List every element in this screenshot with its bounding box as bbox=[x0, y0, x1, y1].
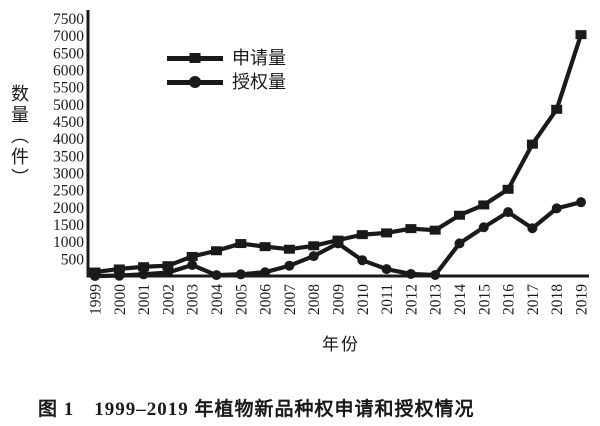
grants-data-point bbox=[187, 260, 198, 271]
x-tick-label: 2011 bbox=[379, 284, 396, 314]
y-tick-label: 3500 bbox=[53, 148, 84, 165]
grants-data-point bbox=[235, 269, 246, 280]
applications-data-point bbox=[113, 264, 125, 274]
grants-data-point bbox=[454, 238, 465, 249]
x-tick-label: 2018 bbox=[549, 284, 566, 315]
x-tick-label: 2006 bbox=[258, 284, 275, 315]
x-tick-label: 2003 bbox=[185, 284, 202, 315]
x-tick-label: 2019 bbox=[574, 284, 591, 315]
applications-data-point bbox=[454, 210, 465, 220]
y-tick-label: 1500 bbox=[53, 217, 84, 234]
grants-data-point bbox=[162, 267, 173, 278]
y-tick-label: 6500 bbox=[53, 45, 84, 62]
grants-data-point bbox=[333, 238, 343, 249]
circle-marker-icon bbox=[189, 76, 201, 88]
x-tick-label: 2008 bbox=[306, 284, 323, 315]
y-tick-label: 6000 bbox=[53, 63, 84, 80]
y-tick-label: 2000 bbox=[53, 200, 84, 217]
applications-data-point bbox=[211, 246, 222, 256]
grants-data-point bbox=[138, 269, 149, 280]
y-tick-label: 5500 bbox=[53, 80, 84, 97]
y-tick-label: 7500 bbox=[53, 11, 84, 28]
x-tick-label: 2014 bbox=[452, 284, 469, 315]
x-tick-label: 2010 bbox=[355, 284, 372, 315]
x-tick-label: 1999 bbox=[88, 284, 105, 315]
x-axis-title: 年份 bbox=[322, 335, 360, 354]
grants-data-point bbox=[478, 222, 489, 233]
y-tick-label: 3000 bbox=[53, 166, 84, 183]
grants-data-point bbox=[308, 251, 319, 262]
applications-data-point bbox=[478, 200, 490, 210]
grants-data-point bbox=[90, 271, 100, 281]
x-tick-label: 2015 bbox=[476, 284, 493, 315]
x-tick-label: 2002 bbox=[160, 284, 177, 315]
figure-caption: 图 1 1999–2019 年植物新品种权申请和授权情况 bbox=[38, 399, 475, 420]
y-tick-label: 4500 bbox=[53, 114, 84, 131]
applications-data-point bbox=[405, 224, 417, 234]
applications-data-point bbox=[526, 139, 538, 149]
x-tick-label: 2009 bbox=[331, 284, 348, 315]
grants-data-point bbox=[551, 203, 562, 214]
applications-data-point bbox=[429, 225, 441, 235]
grants-data-point bbox=[381, 264, 392, 275]
legend-item-grants: 授权量 bbox=[167, 73, 286, 91]
x-tick-label: 2012 bbox=[403, 284, 420, 315]
y-tick-label: 4000 bbox=[53, 131, 84, 148]
grants-data-point bbox=[260, 267, 271, 278]
grants-data-point bbox=[114, 270, 125, 281]
line-chart: 500 1000 1500 2000 2500 3000 3500 4000 4500 5000 5… bbox=[9, 10, 591, 354]
grants-line-sample bbox=[167, 76, 223, 88]
chart-svg: 5001000150020002500300035004000450050005… bbox=[53, 10, 591, 315]
grants-data-point bbox=[527, 223, 538, 234]
x-tick-label: 2013 bbox=[428, 284, 445, 315]
applications-data-point bbox=[308, 241, 320, 251]
applications-data-point bbox=[575, 30, 587, 40]
grants-data-point bbox=[284, 260, 295, 271]
chart-legend: 申请量 授权量 bbox=[167, 49, 286, 91]
legend-item-applications: 申请量 bbox=[167, 49, 286, 67]
y-tick-label: 7000 bbox=[53, 28, 84, 45]
applications-data-point bbox=[283, 244, 295, 254]
applications-data-point bbox=[259, 242, 271, 252]
applications-data-point bbox=[356, 230, 368, 240]
square-marker-icon bbox=[189, 53, 201, 63]
x-tick-label: 2017 bbox=[525, 284, 542, 315]
y-tick-label: 5000 bbox=[53, 97, 84, 114]
x-tick-label: 2007 bbox=[282, 284, 299, 315]
applications-data-point bbox=[162, 261, 174, 271]
grants-data-point bbox=[405, 268, 416, 279]
legend-label-grants: 授权量 bbox=[232, 72, 286, 92]
y-tick-label: 1000 bbox=[53, 234, 84, 251]
x-tick-label: 2005 bbox=[233, 284, 250, 315]
x-tick-label: 2016 bbox=[501, 284, 518, 315]
y-tick-label: 500 bbox=[61, 251, 85, 268]
applications-data-point bbox=[186, 251, 198, 261]
y-tick-label: 2500 bbox=[53, 183, 84, 200]
grants-data-point bbox=[211, 270, 222, 281]
applications-data-point bbox=[381, 228, 393, 238]
legend-label-applications: 申请量 bbox=[232, 48, 286, 68]
grants-data-point bbox=[503, 207, 514, 218]
x-tick-label: 2000 bbox=[112, 284, 129, 315]
grants-data-point bbox=[430, 269, 441, 280]
x-tick-label: 2001 bbox=[136, 284, 153, 315]
applications-data-point bbox=[138, 262, 150, 272]
applications-line-sample bbox=[167, 53, 223, 63]
x-tick-label: 2004 bbox=[209, 284, 226, 315]
applications-data-point bbox=[551, 104, 563, 114]
applications-data-point bbox=[235, 239, 247, 249]
y-axis-title: 数量（件） bbox=[9, 84, 29, 189]
grants-data-point bbox=[576, 197, 586, 208]
applications-data-point bbox=[502, 184, 514, 194]
grants-data-point bbox=[357, 255, 368, 266]
